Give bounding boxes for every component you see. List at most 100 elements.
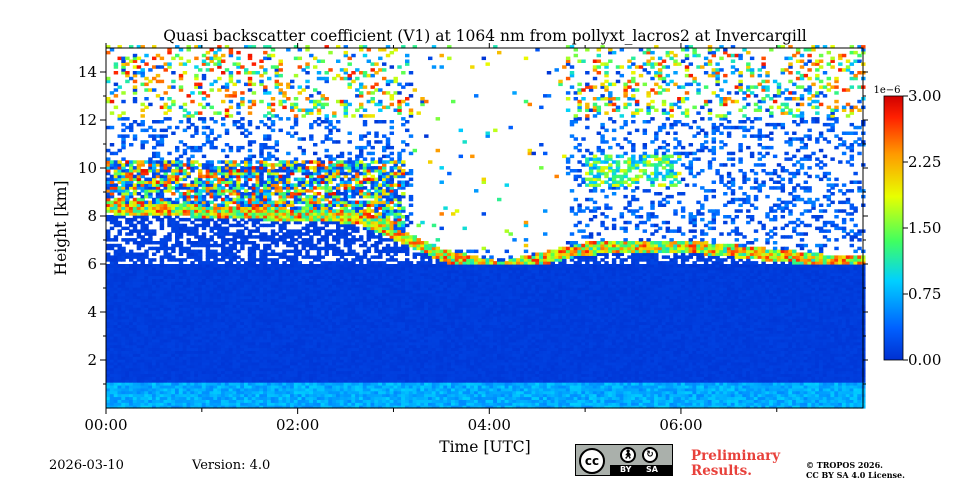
heatmap-cell: [201, 321, 207, 326]
heatmap-cell: [198, 278, 203, 282]
heatmap-cell: [190, 385, 195, 389]
heatmap-cell: [109, 344, 115, 349]
heatmap-cell: [232, 382, 237, 386]
heatmap-cell: [144, 88, 149, 92]
heatmap-cell: [247, 281, 253, 285]
heatmap-cell: [182, 396, 188, 400]
heatmap-cell: [320, 94, 326, 98]
heatmap-cell: [205, 272, 211, 277]
heatmap-cell: [109, 166, 115, 170]
heatmap-cell: [205, 353, 211, 357]
heatmap-cell: [263, 353, 268, 357]
heatmap-cell: [282, 206, 287, 210]
heatmap-cell: [313, 367, 318, 372]
heatmap-cell: [240, 399, 245, 403]
heatmap-cell: [240, 278, 245, 282]
heatmap-cell: [186, 289, 191, 294]
heatmap-cell: [221, 356, 226, 360]
heatmap-cell: [136, 284, 142, 288]
heatmap-cell: [282, 338, 287, 343]
heatmap-cell: [198, 68, 203, 72]
heatmap-cell: [278, 266, 283, 271]
heatmap-cell: [213, 399, 218, 403]
heatmap-cell: [221, 333, 226, 337]
heatmap-cell: [297, 330, 303, 334]
heatmap-cell: [263, 390, 268, 395]
heatmap-cell: [159, 373, 165, 377]
heatmap-cell: [228, 370, 234, 375]
heatmap-cell: [244, 347, 249, 351]
heatmap-cell: [190, 341, 195, 346]
heatmap-cell: [148, 194, 153, 199]
heatmap-cell: [270, 376, 276, 380]
heatmap-cell: [217, 76, 222, 81]
heatmap-cell: [221, 324, 226, 328]
heatmap-cell: [140, 292, 145, 297]
heatmap-cell: [190, 220, 195, 225]
heatmap-cell: [259, 206, 264, 210]
heatmap-cell: [232, 217, 237, 222]
heatmap-cell: [244, 353, 249, 357]
heatmap-cell: [148, 333, 153, 337]
heatmap-cell: [320, 376, 326, 380]
heatmap-cell: [316, 321, 322, 326]
heatmap-cell: [297, 387, 303, 392]
heatmap-cell: [140, 209, 145, 213]
heatmap-cell: [182, 194, 188, 199]
heatmap-cell: [274, 79, 280, 84]
heatmap-cell: [186, 217, 191, 222]
heatmap-cell: [228, 232, 234, 236]
heatmap-cell: [286, 151, 291, 156]
heatmap-cell: [129, 212, 134, 216]
heatmap-cell: [217, 353, 222, 357]
heatmap-cell: [194, 336, 199, 340]
heatmap-cell: [186, 269, 191, 274]
heatmap-cell: [305, 215, 310, 219]
heatmap-cell: [224, 292, 230, 297]
heatmap-cell: [290, 166, 295, 170]
heatmap-cell: [178, 217, 184, 222]
heatmap-cell: [175, 53, 180, 58]
heatmap-cell: [274, 344, 280, 349]
heatmap-cell: [178, 310, 184, 314]
heatmap-cell: [217, 382, 222, 386]
heatmap-cell: [205, 200, 211, 205]
heatmap-cell: [113, 186, 119, 190]
heatmap-cell: [121, 336, 126, 340]
heatmap-cell: [247, 405, 253, 409]
heatmap-cell: [171, 203, 176, 207]
heatmap-cell: [148, 287, 153, 291]
heatmap-cell: [167, 298, 172, 303]
heatmap-cell: [132, 73, 138, 78]
heatmap-cell: [213, 333, 218, 337]
heatmap-cell: [221, 364, 226, 369]
heatmap-cell: [270, 405, 276, 409]
heatmap-cell: [244, 324, 249, 328]
heatmap-cell: [244, 373, 249, 377]
heatmap-cell: [224, 367, 230, 372]
heatmap-cell: [232, 301, 237, 305]
heatmap-cell: [121, 382, 126, 386]
heatmap-cell: [224, 252, 230, 256]
heatmap-cell: [140, 163, 145, 167]
heatmap-cell: [278, 88, 283, 92]
heatmap-cell: [213, 209, 218, 213]
heatmap-cell: [313, 321, 318, 326]
heatmap-cell: [113, 255, 119, 259]
heatmap-cell: [186, 353, 191, 357]
heatmap-cell: [270, 336, 276, 340]
heatmap-cell: [221, 186, 226, 190]
heatmap-cell: [221, 376, 226, 380]
heatmap-cell: [270, 359, 276, 363]
heatmap-cell: [178, 209, 184, 213]
heatmap-cell: [313, 344, 318, 349]
heatmap-cell: [198, 174, 203, 179]
heatmap-cell: [136, 344, 142, 349]
heatmap-cell: [132, 393, 138, 398]
heatmap-cell: [247, 373, 253, 377]
heatmap-cell: [132, 189, 138, 193]
heatmap-cell: [267, 163, 272, 167]
heatmap-cell: [236, 324, 241, 328]
heatmap-cell: [286, 174, 291, 179]
heatmap-cell: [224, 238, 230, 242]
